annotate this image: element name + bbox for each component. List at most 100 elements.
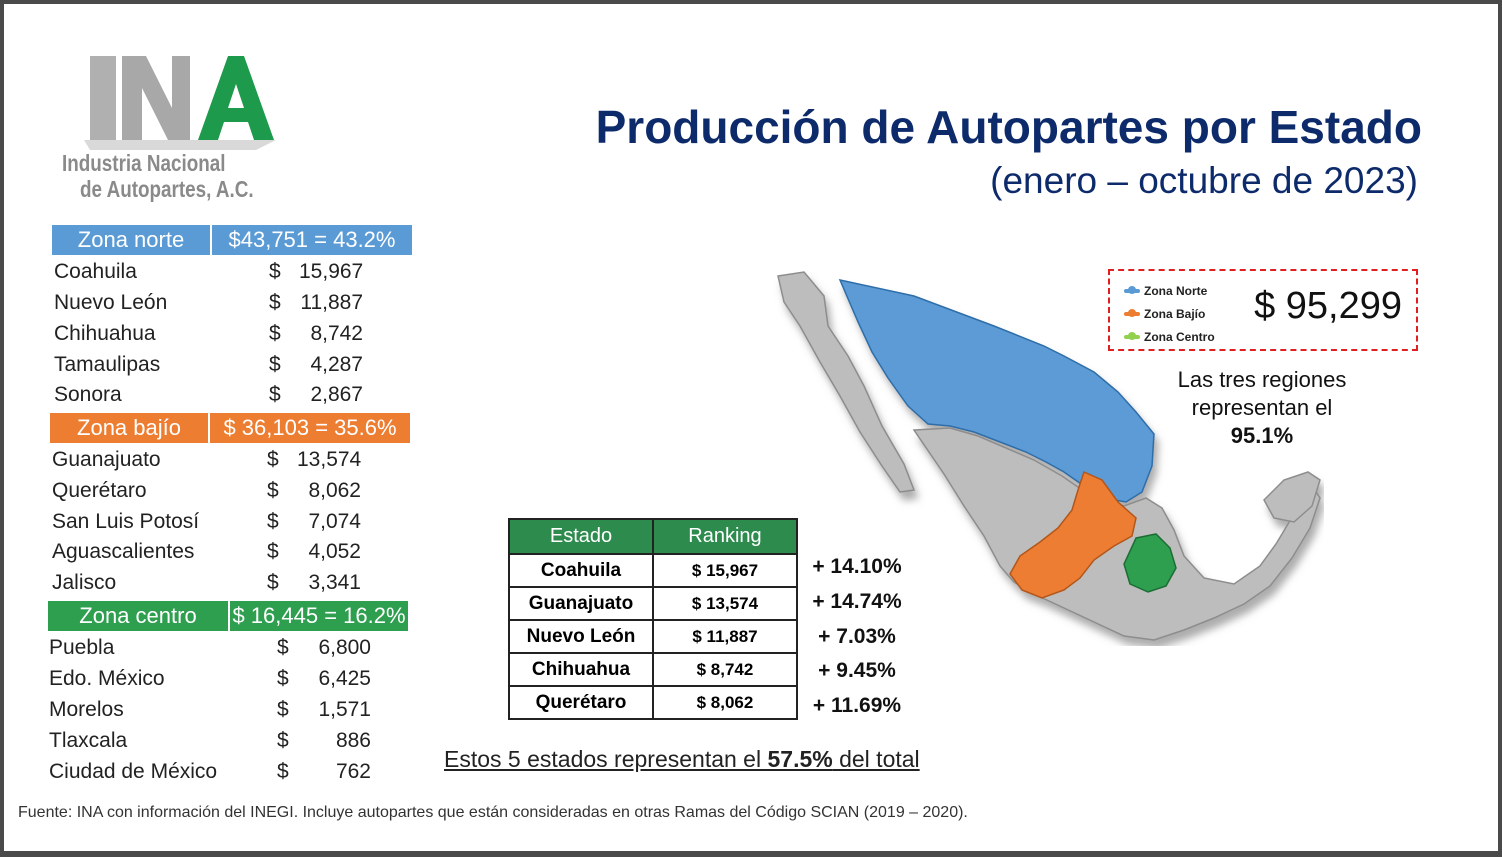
three-regions-value: 95.1% [1230,423,1294,448]
total-value: $ 95,299 [1254,285,1402,327]
ina-logo [84,56,276,150]
header-estado: Estado [508,518,654,555]
state-row: Tlaxcala $886 [49,726,371,756]
currency-sign: $ [267,479,279,502]
table-row: Querétaro $ 8,062 [508,685,798,720]
state-name: Guanajuato [52,448,161,471]
currency-sign: $ [267,510,279,533]
legend-label: Zona Bajío [1144,307,1206,321]
rank-value: $ 15,967 [652,553,798,588]
page-title: Producción de Autopartes por Estado [595,101,1422,153]
rank-state: Querétaro [508,685,654,720]
rank-value: $ 11,887 [652,619,798,654]
note-highlight: 57.5% [767,746,833,772]
rank-change: + 7.03% [818,625,896,648]
map-baja [777,271,916,493]
currency-sign: $ [269,291,281,314]
currency-sign: $ [277,760,289,783]
state-name: San Luis Potosí [52,510,200,533]
state-amount: 3,341 [308,571,361,594]
state-amount: 4,052 [308,540,361,563]
state-amount: 7,074 [308,510,361,533]
currency-sign: $ [269,353,281,376]
zone-name: Zona centro [48,601,230,631]
currency-sign: $ [269,322,281,345]
rank-change: + 11.69% [812,694,902,717]
legend-item: Zona Centro [1124,330,1215,344]
state-row: Ciudad de México $762 [49,757,371,787]
state-row: Tamaulipas $4,287 [54,350,363,380]
rank-change: + 14.74% [812,590,902,613]
currency-sign: $ [269,383,281,406]
state-amount: 2,867 [310,383,363,406]
rank-change: + 14.10% [812,555,902,578]
note-suffix: del total [832,746,920,772]
currency-sign: $ [267,448,279,471]
state-amount: 11,887 [300,291,363,314]
state-row: Guanajuato $13,574 [52,445,361,475]
state-row: Chihuahua $8,742 [54,319,363,349]
header-ranking: Ranking [652,518,798,555]
state-amount: 6,800 [318,636,371,659]
legend-item: Zona Bajío [1124,307,1205,321]
slide: Industria Nacional de Autopartes, A.C. P… [4,4,1498,851]
state-name: Jalisco [52,571,117,594]
rank-state: Nuevo León [508,619,654,654]
logo-text: Industria Nacional de Autopartes, A.C. [62,150,254,202]
table-row: Nuevo León $ 11,887 [508,619,798,654]
zone-value: $ 16,445 = 16.2% [230,601,408,631]
rank-change: + 9.45% [818,659,896,682]
state-row: Puebla $6,800 [49,633,371,663]
rank-value: $ 8,742 [652,652,798,687]
legend-label: Zona Norte [1144,284,1208,298]
state-name: Ciudad de México [49,760,218,783]
zone-value: $43,751 = 43.2% [212,225,412,255]
map-legend: Zona Norte Zona Bajío Zona Centro $ 95,2… [1108,269,1418,351]
page-subtitle: (enero – octubre de 2023) [990,160,1418,201]
state-name: Tamaulipas [54,353,161,376]
state-name: Puebla [49,636,115,659]
rank-state: Coahuila [508,553,654,588]
state-row: Nuevo León $11,887 [54,288,363,318]
rank-state: Chihuahua [508,652,654,687]
state-row: Querétaro $8,062 [52,476,361,506]
source-note: Fuente: INA con información del INEGI. I… [18,804,968,821]
state-name: Nuevo León [54,291,168,314]
logo-line2: de Autopartes, A.C. [80,176,254,202]
currency-sign: $ [269,260,281,283]
state-amount: 1,571 [318,698,371,721]
rank-state: Guanajuato [508,586,654,621]
mexico-map [777,271,1321,641]
legend-marker-icon [1124,286,1140,294]
state-name: Edo. México [49,667,165,690]
currency-sign: $ [277,636,289,659]
five-states-note: Estos 5 estados representan el 57.5% del… [444,746,920,773]
table-row: Guanajuato $ 13,574 [508,586,798,621]
state-amount: 6,425 [318,667,371,690]
state-name: Chihuahua [54,322,156,345]
currency-sign: $ [267,571,279,594]
legend-marker-icon [1124,309,1140,317]
legend-label: Zona Centro [1144,330,1215,344]
map-yucatan [1263,471,1321,523]
state-amount: 4,287 [310,353,363,376]
state-amount: 13,574 [297,448,362,471]
state-amount: 762 [335,760,371,783]
zone-name: Zona bajío [50,413,210,443]
currency-sign: $ [277,729,289,752]
table-row: Coahuila $ 15,967 [508,553,798,588]
state-row: Jalisco $3,341 [52,568,361,598]
currency-sign: $ [277,698,289,721]
map-zona-centro [1123,533,1177,593]
state-name: Morelos [49,698,124,721]
zone-header-norte: Zona norte $43,751 = 43.2% [52,225,412,255]
three-regions-note: Las tres regiones representan el 95.1% [1144,366,1380,450]
state-name: Tlaxcala [49,729,128,752]
state-amount: 8,742 [310,322,363,345]
state-row: Coahuila $15,967 [54,257,363,287]
currency-sign: $ [267,540,279,563]
table-row: Chihuahua $ 8,742 [508,652,798,687]
state-name: Aguascalientes [52,540,195,563]
three-regions-text: Las tres regiones representan el [1177,367,1347,420]
zone-header-centro: Zona centro $ 16,445 = 16.2% [48,601,408,631]
